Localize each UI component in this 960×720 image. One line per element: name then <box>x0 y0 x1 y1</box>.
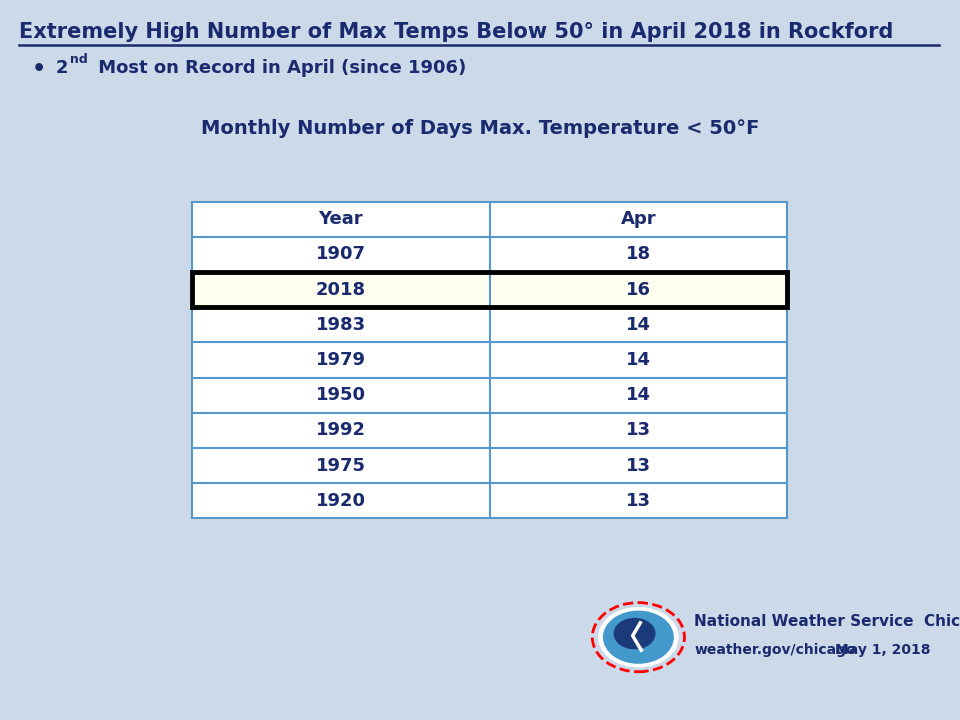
Text: 13: 13 <box>626 492 651 510</box>
Text: •: • <box>32 59 46 79</box>
Circle shape <box>603 611 674 664</box>
Circle shape <box>598 607 679 667</box>
Text: 2: 2 <box>56 59 68 77</box>
Text: Extremely High Number of Max Temps Below 50° in April 2018 in Rockford: Extremely High Number of Max Temps Below… <box>19 22 894 42</box>
Bar <box>192 483 787 518</box>
Text: 13: 13 <box>626 421 651 439</box>
Text: 14: 14 <box>626 351 651 369</box>
Bar <box>192 448 787 483</box>
Text: 1907: 1907 <box>316 246 366 264</box>
Text: National Weather Service  Chicago: National Weather Service Chicago <box>694 614 960 629</box>
Text: 1950: 1950 <box>316 386 366 404</box>
Bar <box>192 307 787 343</box>
Text: 13: 13 <box>626 456 651 474</box>
Bar <box>192 343 787 377</box>
Text: Most on Record in April (since 1906): Most on Record in April (since 1906) <box>92 59 467 77</box>
Text: nd: nd <box>70 53 87 66</box>
Text: 18: 18 <box>626 246 651 264</box>
Text: Year: Year <box>319 210 363 228</box>
Text: 2018: 2018 <box>316 281 366 299</box>
Bar <box>192 377 787 413</box>
Text: Monthly Number of Days Max. Temperature < 50°F: Monthly Number of Days Max. Temperature … <box>201 119 759 138</box>
Bar <box>192 272 787 307</box>
Text: 1992: 1992 <box>316 421 366 439</box>
Text: 1975: 1975 <box>316 456 366 474</box>
Bar <box>192 237 787 272</box>
Bar <box>192 202 787 237</box>
Text: May 1, 2018: May 1, 2018 <box>835 643 930 657</box>
Text: 1979: 1979 <box>316 351 366 369</box>
Text: weather.gov/chicago: weather.gov/chicago <box>694 643 855 657</box>
Bar <box>192 272 787 307</box>
Text: Apr: Apr <box>620 210 657 228</box>
Text: 1920: 1920 <box>316 492 366 510</box>
Text: 1983: 1983 <box>316 316 366 334</box>
Circle shape <box>613 618 656 649</box>
Bar <box>192 413 787 448</box>
Text: 16: 16 <box>626 281 651 299</box>
Text: 14: 14 <box>626 386 651 404</box>
Text: 14: 14 <box>626 316 651 334</box>
